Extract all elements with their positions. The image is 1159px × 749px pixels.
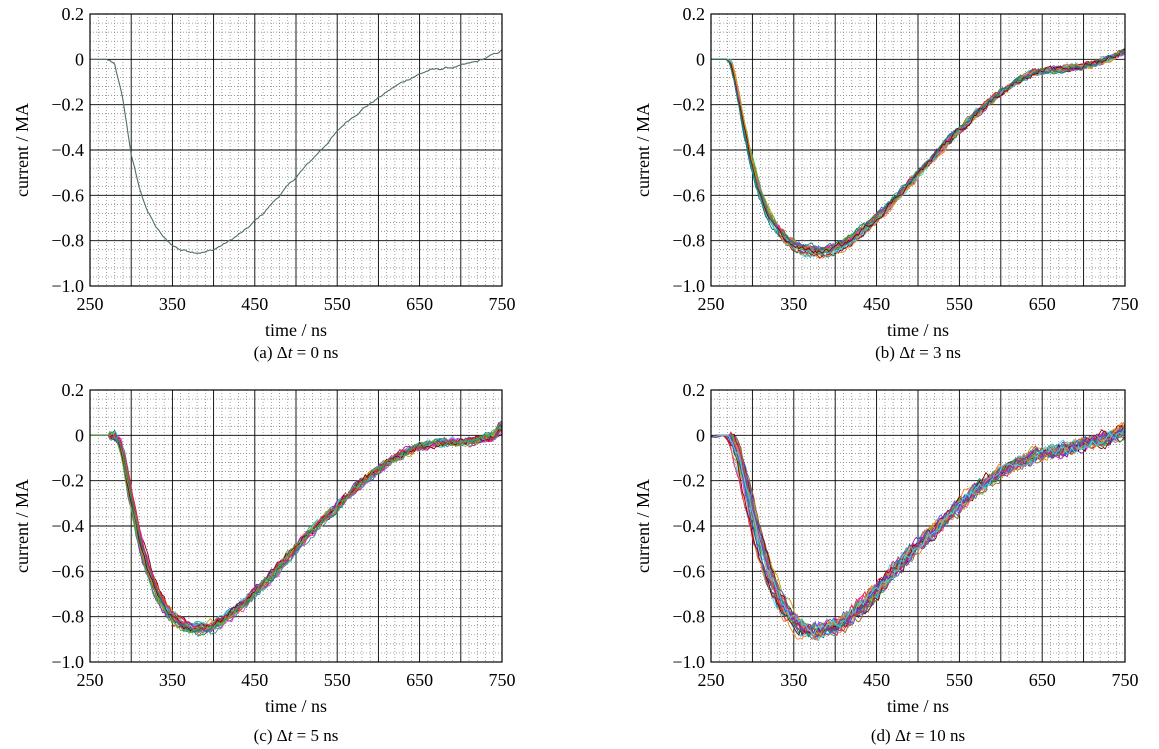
y-axis-label: current / MA: [633, 479, 653, 573]
y-tick-label: −0.6: [51, 561, 84, 581]
x-tick-label: 750: [1112, 294, 1139, 314]
major-grid: [711, 13, 1125, 287]
y-tick-label: −0.6: [672, 561, 705, 581]
y-tick-label: −0.2: [51, 471, 84, 491]
y-tick-label: 0: [75, 425, 84, 445]
y-tick-label: −0.4: [51, 516, 84, 536]
y-tick-label: 0: [75, 49, 84, 69]
series-line-24: [711, 50, 1125, 250]
plot-frame: [710, 13, 1126, 287]
series-line-27: [711, 424, 1125, 632]
series-line-1: [90, 49, 502, 254]
x-tick-label: 350: [159, 294, 186, 314]
y-tick-label: −0.2: [672, 471, 705, 491]
x-tick-label: 350: [159, 670, 186, 690]
x-tick-label: 750: [489, 294, 516, 314]
y-tick-label: 0.2: [683, 4, 706, 24]
series-line-23: [711, 48, 1125, 254]
panel-caption: (a) Δt = 0 ns: [254, 343, 339, 362]
series-group: [711, 421, 1125, 642]
y-tick-label: −1.0: [672, 276, 705, 296]
y-tick-label: −1.0: [51, 652, 84, 672]
y-axis-label: current / MA: [12, 479, 32, 573]
x-tick-label: 650: [406, 670, 433, 690]
x-tick-label: 250: [77, 294, 104, 314]
series-group: [90, 49, 502, 254]
y-tick-label: −0.8: [672, 607, 705, 627]
y-tick-label: −0.2: [51, 95, 84, 115]
series-line-25: [90, 430, 502, 630]
y-tick-label: −0.4: [672, 140, 705, 160]
series-line-29: [711, 428, 1125, 635]
panel-caption: (b) Δt = 3 ns: [875, 343, 961, 362]
major-grid: [90, 389, 502, 663]
x-tick-label: 250: [77, 670, 104, 690]
x-axis-label: time / ns: [887, 696, 949, 716]
x-tick-label: 650: [406, 294, 433, 314]
x-tick-label: 450: [863, 294, 890, 314]
series-line-26: [90, 422, 502, 634]
plot-frame: [89, 13, 503, 287]
y-tick-label: −1.0: [672, 652, 705, 672]
x-tick-label: 550: [946, 294, 973, 314]
y-tick-label: 0.2: [62, 380, 85, 400]
x-tick-label: 350: [780, 670, 807, 690]
x-axis-label: time / ns: [265, 696, 327, 716]
x-tick-label: 550: [946, 670, 973, 690]
x-tick-label: 350: [780, 294, 807, 314]
y-tick-label: −0.4: [51, 140, 84, 160]
y-tick-label: −1.0: [51, 276, 84, 296]
plot-frame: [89, 389, 503, 663]
x-tick-label: 450: [241, 294, 268, 314]
y-tick-label: −0.8: [672, 231, 705, 251]
y-tick-label: −0.2: [672, 95, 705, 115]
series-line-30: [711, 429, 1125, 636]
x-tick-label: 750: [489, 670, 516, 690]
major-grid: [90, 13, 502, 287]
series-line-28: [711, 421, 1125, 638]
x-axis-label: time / ns: [887, 320, 949, 340]
x-tick-label: 550: [324, 294, 351, 314]
major-grid: [711, 389, 1125, 663]
series-group: [90, 421, 502, 637]
x-tick-label: 650: [1029, 670, 1056, 690]
series-line-21: [711, 427, 1125, 637]
y-axis-label: current / MA: [633, 103, 653, 197]
y-tick-label: 0: [696, 425, 705, 445]
plot-frame: [710, 389, 1126, 663]
x-tick-label: 250: [698, 294, 725, 314]
x-tick-label: 750: [1112, 670, 1139, 690]
y-tick-label: −0.8: [51, 231, 84, 251]
panel-caption: (c) Δt = 5 ns: [254, 726, 339, 745]
series-line-24: [90, 427, 502, 633]
y-tick-label: −0.4: [672, 516, 705, 536]
x-tick-label: 450: [241, 670, 268, 690]
x-axis-label: time / ns: [265, 320, 327, 340]
panel-caption: (d) Δt = 10 ns: [871, 726, 965, 745]
x-tick-label: 550: [324, 670, 351, 690]
y-tick-label: 0.2: [683, 380, 706, 400]
x-tick-label: 650: [1029, 294, 1056, 314]
y-tick-label: −0.8: [51, 607, 84, 627]
y-tick-label: −0.6: [51, 185, 84, 205]
y-tick-label: 0: [696, 49, 705, 69]
x-tick-label: 250: [698, 670, 725, 690]
y-axis-label: current / MA: [12, 103, 32, 197]
x-tick-label: 450: [863, 670, 890, 690]
series-group: [711, 48, 1125, 259]
y-tick-label: 0.2: [62, 4, 85, 24]
y-tick-label: −0.6: [672, 185, 705, 205]
